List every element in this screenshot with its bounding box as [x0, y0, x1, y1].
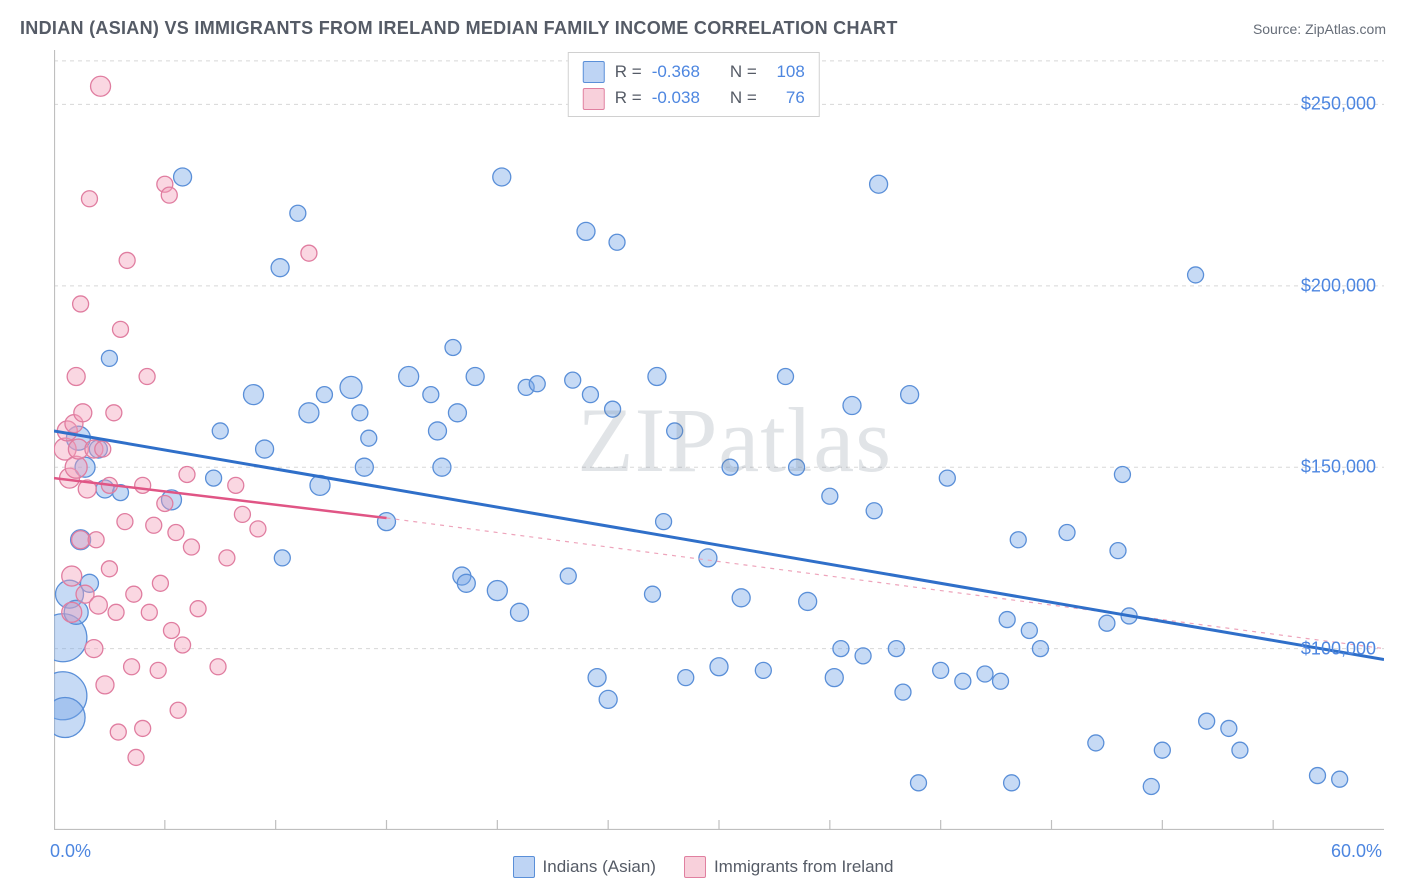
legend-swatch [513, 856, 535, 878]
source-value: ZipAtlas.com [1305, 21, 1386, 37]
y-tick-label: $200,000 [1301, 275, 1376, 296]
legend-label: Immigrants from Ireland [714, 857, 894, 877]
n-label: N = [730, 85, 757, 111]
scatter-chart-svg [54, 50, 1384, 830]
stats-legend-row: R = -0.368 N = 108 [583, 59, 805, 85]
legend-label: Indians (Asian) [543, 857, 656, 877]
n-label: N = [730, 59, 757, 85]
n-value: 108 [767, 59, 805, 85]
plot-area: ZIPatlas R =-0.368N =108R =-0.038N =76 0… [54, 50, 1384, 830]
series-legend: Indians (Asian) Immigrants from Ireland [0, 856, 1406, 878]
r-label: R = [615, 85, 642, 111]
stats-legend: R = -0.368 N = 108 R = -0.038 N = 76 [568, 52, 820, 117]
legend-item: Immigrants from Ireland [684, 856, 894, 878]
legend-swatch [684, 856, 706, 878]
legend-item: Indians (Asian) [513, 856, 656, 878]
r-value: -0.038 [652, 85, 700, 111]
chart-title: INDIAN (ASIAN) VS IMMIGRANTS FROM IRELAN… [20, 18, 898, 39]
stats-legend-row: R = -0.038 N = 76 [583, 85, 805, 111]
n-value: 76 [767, 85, 805, 111]
legend-swatch [583, 88, 605, 110]
r-label: R = [615, 59, 642, 85]
y-tick-label: $150,000 [1301, 457, 1376, 478]
chart-header: INDIAN (ASIAN) VS IMMIGRANTS FROM IRELAN… [20, 18, 1386, 39]
y-tick-label: $250,000 [1301, 94, 1376, 115]
source-label: Source: [1253, 21, 1305, 37]
chart-source: Source: ZipAtlas.com [1253, 21, 1386, 37]
r-value: -0.368 [652, 59, 700, 85]
legend-swatch [583, 61, 605, 83]
y-tick-label: $100,000 [1301, 638, 1376, 659]
